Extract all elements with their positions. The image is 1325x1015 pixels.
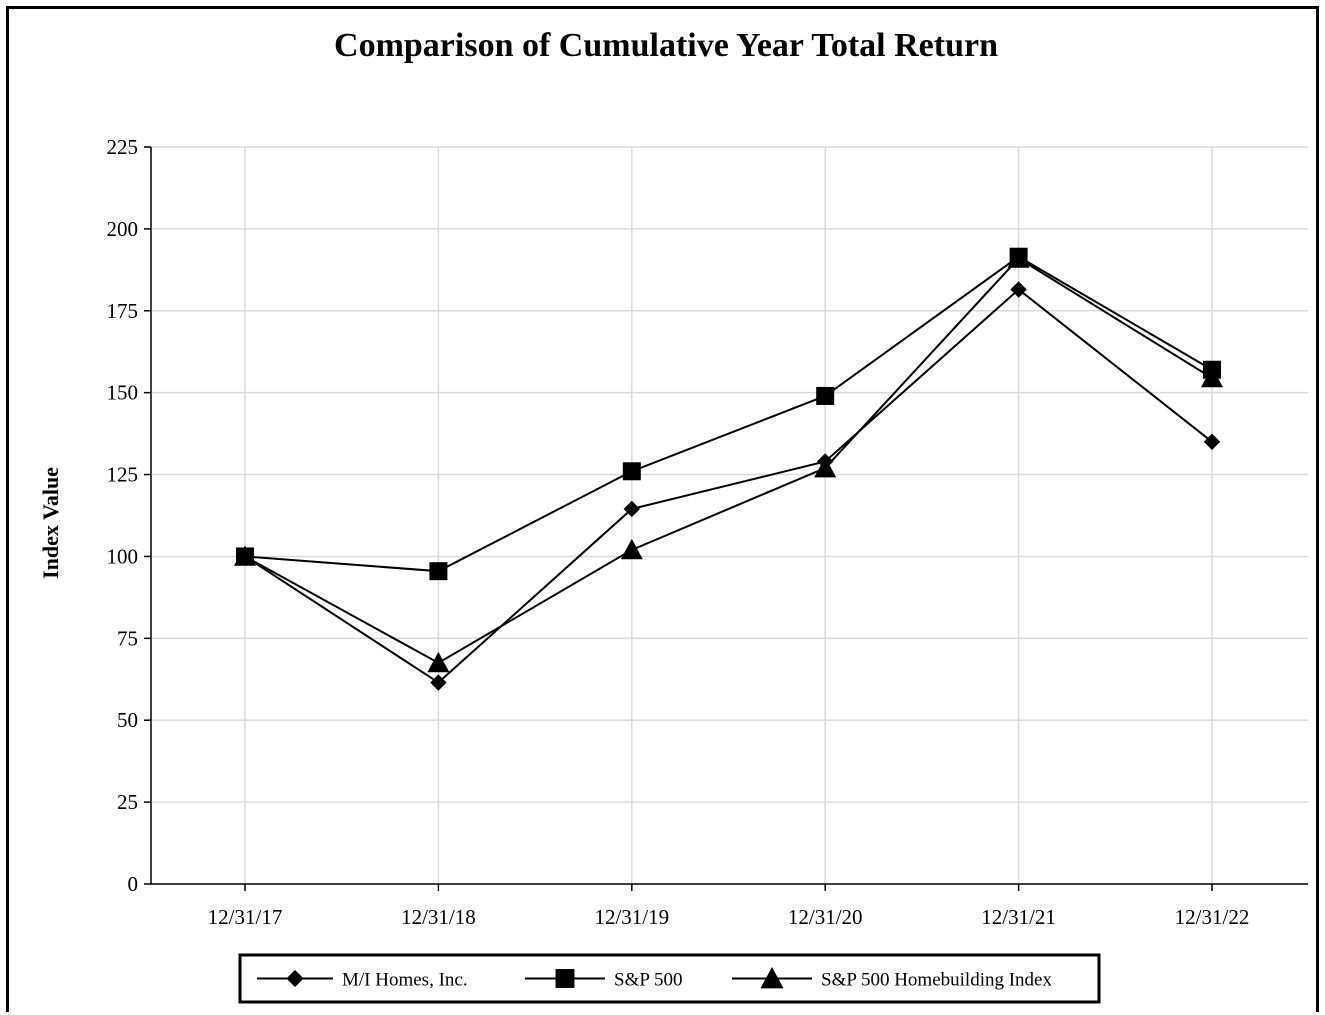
data-point-triangle — [620, 538, 643, 560]
y-tick-label: 125 — [107, 463, 139, 487]
legend-item: S&P 500 Homebuilding Index — [732, 966, 1052, 991]
series-line — [244, 288, 1213, 684]
y-tick-label: 0 — [128, 872, 139, 896]
axis-layer — [144, 146, 1308, 891]
y-tick-label: 225 — [107, 135, 139, 159]
chart-frame: Comparison of Cumulative Year Total Retu… — [6, 6, 1319, 1012]
legend-item: S&P 500 — [525, 969, 682, 991]
legend-marker-triangle — [760, 966, 784, 989]
data-point-square — [622, 462, 641, 481]
y-tick-label: 200 — [107, 217, 139, 241]
y-axis-title: Index Value — [38, 467, 63, 579]
data-point-diamond — [430, 674, 447, 691]
x-tick-label: 12/31/20 — [788, 905, 863, 929]
legend-item: M/I Homes, Inc. — [257, 970, 468, 991]
chart-svg: Comparison of Cumulative Year Total Retu… — [38, 27, 1308, 1004]
legend-marker-square — [555, 969, 575, 988]
data-point-diamond — [1010, 281, 1027, 298]
data-point-square — [816, 386, 835, 405]
y-tick-label: 75 — [117, 626, 138, 650]
series-line — [244, 255, 1213, 573]
data-point-triangle — [234, 545, 256, 566]
data-point-triangle — [1007, 247, 1030, 268]
legend-label: M/I Homes, Inc. — [342, 970, 468, 991]
data-point-square — [429, 562, 448, 581]
x-tick-label: 12/31/19 — [594, 905, 669, 929]
data-point-diamond — [1203, 433, 1221, 451]
legend-items: M/I Homes, Inc. S&P 500 S&P 500 Homebuildi… — [257, 966, 1052, 991]
y-tick-label: 50 — [117, 708, 138, 732]
x-tick-label: 12/31/18 — [401, 905, 476, 929]
y-tick-label: 175 — [107, 299, 139, 323]
data-point-triangle — [1201, 366, 1223, 388]
x-tick-label: 12/31/17 — [208, 905, 283, 929]
y-tick-label: 150 — [107, 381, 139, 405]
legend-label: S&P 500 Homebuilding Index — [821, 970, 1052, 991]
series-s-p-500 — [236, 247, 1221, 581]
x-tick-label: 12/31/21 — [981, 905, 1056, 929]
y-tick-label: 100 — [107, 544, 139, 568]
series-m-i-homes-inc — [236, 281, 1221, 691]
tick-layer: 0 25 50 75 100 125 150 175 200 225 12/31/17 12/31/1… — [107, 135, 1250, 929]
grid-layer — [151, 146, 1308, 884]
chart-title: Comparison of Cumulative Year Total Retu… — [334, 27, 998, 64]
legend: M/I Homes, Inc. S&P 500 S&P 500 Homebuildi… — [238, 953, 1101, 1004]
legend-marker-diamond — [286, 969, 304, 988]
data-point-triangle — [427, 651, 450, 673]
data-point-diamond — [623, 500, 641, 518]
x-tick-label: 12/31/22 — [1175, 905, 1250, 929]
data-point-triangle — [814, 457, 837, 478]
legend-box — [238, 953, 1101, 1004]
legend-label: S&P 500 — [614, 970, 682, 991]
series-line — [244, 257, 1213, 665]
series-s-p-500-homebuilding-index — [234, 247, 1223, 673]
series-layer — [234, 247, 1223, 691]
y-tick-label: 25 — [117, 790, 138, 814]
